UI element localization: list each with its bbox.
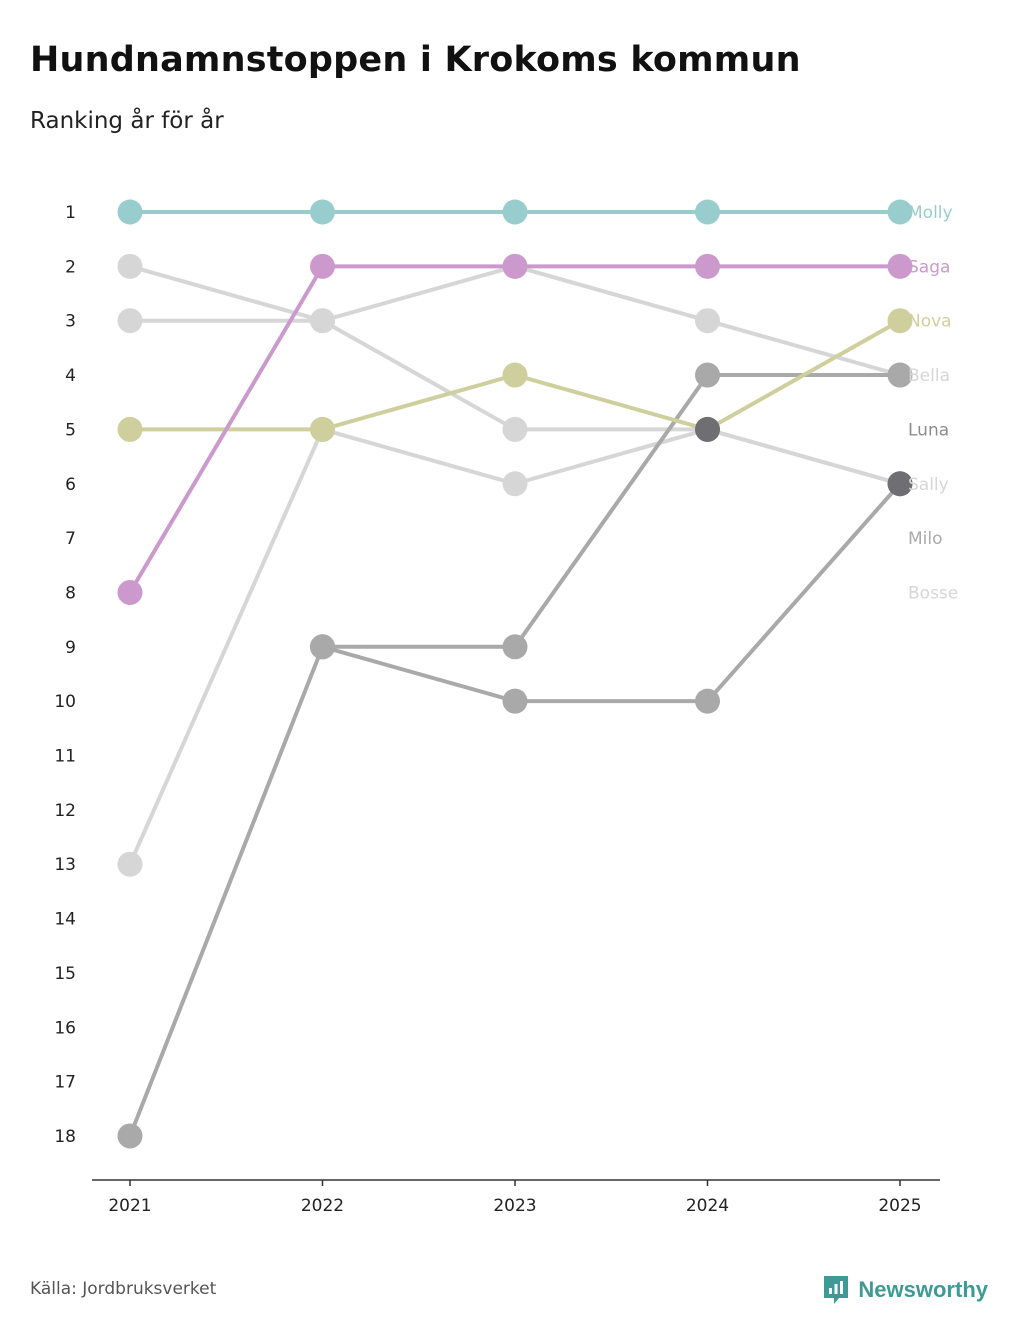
point-molly-2023[interactable] <box>502 199 528 225</box>
y-tick-label: 7 <box>65 529 76 549</box>
point-nova-2021[interactable] <box>117 416 143 442</box>
end-label-bella: Bella <box>908 366 950 386</box>
end-label-molly: Molly <box>908 203 953 223</box>
y-tick-label: 12 <box>54 801 76 821</box>
y-tick-label: 11 <box>54 747 76 767</box>
x-axis: 2021 2022 2023 2024 2025 <box>108 1180 922 1216</box>
end-label-saga: Saga <box>908 257 950 277</box>
point-bella-2024[interactable] <box>695 308 720 334</box>
y-tick-label: 18 <box>54 1127 76 1147</box>
point-milo-2025[interactable] <box>887 362 913 388</box>
end-label-milo: Milo <box>908 529 943 549</box>
point-sally-2021[interactable] <box>117 851 143 877</box>
point-saga-2025[interactable] <box>887 253 913 279</box>
point-saga-2022[interactable] <box>310 253 335 279</box>
y-tick-label: 5 <box>65 420 76 440</box>
chart-subtitle: Ranking år för år <box>30 108 224 134</box>
series-lines <box>128 210 902 1138</box>
point-bella-2021[interactable] <box>117 308 143 334</box>
y-tick-label: 10 <box>54 692 76 712</box>
x-tick-label: 2023 <box>493 1196 536 1216</box>
y-tick-label: 6 <box>65 475 76 495</box>
y-tick-label: 17 <box>54 1073 76 1093</box>
point-luna-2023[interactable] <box>502 688 528 714</box>
point-milo-2021[interactable] <box>117 1123 143 1149</box>
point-molly-2025[interactable] <box>887 199 913 225</box>
point-saga-2024[interactable] <box>695 253 720 279</box>
source-note: Källa: Jordbruksverket <box>30 1279 217 1299</box>
brand-logo[interactable]: Newsworthy <box>822 1274 988 1306</box>
point-saga-2021[interactable] <box>117 579 143 605</box>
point-luna-2025-highlight[interactable] <box>887 471 913 497</box>
y-tick-label: 4 <box>65 366 76 386</box>
point-molly-2024[interactable] <box>695 199 720 225</box>
x-tick-label: 2025 <box>878 1196 921 1216</box>
newsworthy-icon <box>824 1276 849 1304</box>
x-tick-label: 2022 <box>301 1196 344 1216</box>
point-molly-2021[interactable] <box>117 199 143 225</box>
series-line-bella <box>128 264 902 378</box>
x-tick-label: 2024 <box>686 1196 729 1216</box>
y-tick-label: 2 <box>65 257 76 277</box>
y-tick-label: 3 <box>65 312 76 332</box>
y-tick-label: 9 <box>65 638 76 658</box>
brand-name: Newsworthy <box>858 1277 988 1302</box>
point-luna-2024-highlight[interactable] <box>695 416 720 442</box>
chart-title: Hundnamnstoppen i Krokoms kommun <box>30 40 801 80</box>
end-label-nova: Nova <box>908 312 952 332</box>
point-saga-2023[interactable] <box>502 253 528 279</box>
point-sally-2023[interactable] <box>502 471 528 497</box>
point-nova-2023[interactable] <box>502 362 528 388</box>
end-label-bosse: Bosse <box>908 583 958 603</box>
y-tick-label: 1 <box>65 203 76 223</box>
end-label-luna: Luna <box>908 420 949 440</box>
end-label-sally: Sally <box>908 475 949 495</box>
point-bosse-2023[interactable] <box>502 416 528 442</box>
point-bella-2022[interactable] <box>310 308 335 334</box>
y-tick-label: 8 <box>65 583 76 603</box>
point-luna-2024[interactable] <box>695 688 720 714</box>
point-luna-2022[interactable] <box>310 634 335 660</box>
series-line-luna <box>320 481 902 704</box>
point-nova-2025[interactable] <box>887 308 913 334</box>
point-bosse-2021[interactable] <box>117 253 143 279</box>
point-milo-2024[interactable] <box>695 362 720 388</box>
y-tick-label: 16 <box>54 1018 76 1038</box>
x-tick-label: 2021 <box>108 1196 151 1216</box>
y-tick-label: 15 <box>54 964 76 984</box>
y-tick-label: 14 <box>54 910 76 930</box>
point-molly-2022[interactable] <box>310 199 335 225</box>
point-nova-2022[interactable] <box>310 416 335 442</box>
end-labels: Molly Saga Nova Bella Luna Sally Milo Bosse <box>908 203 958 603</box>
point-milo-2023[interactable] <box>502 634 528 660</box>
y-tick-label: 13 <box>54 855 76 875</box>
series-points <box>117 199 913 1149</box>
